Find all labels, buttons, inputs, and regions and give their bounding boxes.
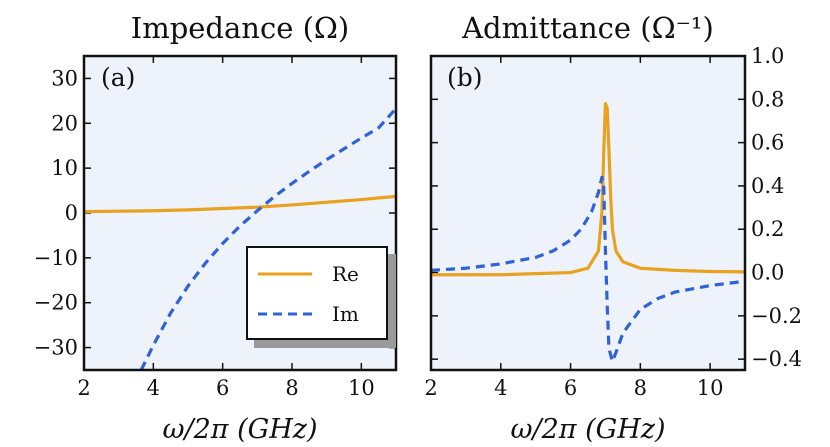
panel-b-xtick-label: 2 bbox=[424, 376, 437, 400]
panel-a-frame bbox=[82, 54, 398, 372]
panel-a-xlabel: ω/2π (GHz) bbox=[162, 414, 317, 445]
panel-b-ytick-label: −0.4 bbox=[751, 347, 802, 371]
panel-b-plot-area bbox=[431, 56, 745, 370]
panel-a-label: (a) bbox=[101, 63, 135, 92]
panel-b-frame bbox=[429, 54, 747, 372]
legend: Re Im bbox=[246, 246, 396, 348]
panel-b-series-group bbox=[431, 102, 745, 363]
panel-a-ytick-label: −20 bbox=[34, 291, 78, 315]
panel-a-ytick-label: −10 bbox=[34, 246, 78, 270]
panel-a-xtick-label: 6 bbox=[216, 376, 229, 400]
panel-b-title: Admittance (Ω⁻¹) bbox=[461, 11, 714, 45]
panel-b-xtick-label: 4 bbox=[494, 376, 507, 400]
panel-a-ytick-label: −30 bbox=[34, 336, 78, 360]
panel-a-xtick-label: 10 bbox=[348, 376, 375, 400]
panel-b-ytick-label: 0.4 bbox=[751, 174, 784, 198]
panel-b-ytick-label: 0.2 bbox=[751, 217, 784, 241]
panel-a-series-group bbox=[84, 107, 396, 370]
panel-b-xlabel: ω/2π (GHz) bbox=[510, 414, 665, 445]
panel-b-series-re-line bbox=[431, 102, 745, 277]
panel-b-ytick-label: 0.8 bbox=[751, 87, 784, 111]
panel-a-ytick-label: 30 bbox=[51, 66, 78, 90]
panel-a-series-re-line bbox=[84, 194, 396, 214]
panel-a-series-im-line bbox=[139, 107, 396, 370]
panel-b-xtick-label: 8 bbox=[634, 376, 647, 400]
panel-b-label: (b) bbox=[447, 63, 483, 92]
legend-box bbox=[246, 246, 388, 340]
legend-label-im: Im bbox=[332, 302, 359, 326]
panel-a-xtick-label: 8 bbox=[285, 376, 298, 400]
panel-b-ytick-label: 1.0 bbox=[751, 44, 784, 68]
panel-a-title: Impedance (Ω) bbox=[131, 11, 350, 45]
panel-b-series-im-line bbox=[431, 175, 745, 363]
panel-a-ytick-label: 0 bbox=[65, 201, 78, 225]
panel-b-xtick-label: 6 bbox=[564, 376, 577, 400]
panel-a-ytick-label: 10 bbox=[51, 156, 78, 180]
panel-a-xtick-label: 2 bbox=[77, 376, 90, 400]
panel-b-ytick-label: −0.2 bbox=[751, 304, 802, 328]
panel-a-xtick-label: 4 bbox=[147, 376, 160, 400]
panel-b-xtick-label: 10 bbox=[697, 376, 724, 400]
panel-a-ytick-label: 20 bbox=[51, 111, 78, 135]
legend-label-re: Re bbox=[332, 262, 359, 286]
panel-b-ytick-label: 0.6 bbox=[751, 131, 784, 155]
panel-b-ytick-label: 0.0 bbox=[751, 261, 784, 285]
